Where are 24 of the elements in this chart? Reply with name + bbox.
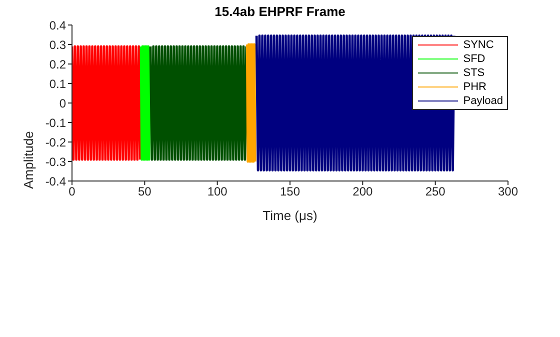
y-tick-label: 0 [59, 96, 66, 110]
x-tick-label: 150 [280, 184, 300, 199]
x-tick-label: 200 [352, 184, 373, 199]
y-axis-title: Amplitude [21, 131, 36, 189]
y-tick-label: 0.4 [49, 18, 66, 32]
x-axis-title: Time (μs) [262, 208, 318, 223]
legend-label: SYNC [463, 38, 494, 52]
chart-title: 15.4ab EHPRF Frame [214, 4, 346, 19]
x-tick-label: 300 [498, 184, 518, 199]
x-tick-label: 50 [138, 184, 152, 199]
legend-label: SFD [463, 52, 486, 66]
x-tick-label: 250 [425, 184, 446, 199]
y-tick-label: 0.3 [49, 38, 66, 52]
y-tick-label: 0.1 [49, 76, 66, 91]
legend-label: Payload [463, 94, 503, 108]
x-tick-label: 0 [68, 184, 76, 199]
y-tick-label: -0.4 [45, 174, 66, 188]
legend-label: PHR [463, 80, 486, 94]
y-tick-label: 0.2 [49, 57, 66, 72]
x-tick-label: 100 [207, 184, 228, 199]
y-tick-label: -0.1 [45, 116, 66, 130]
y-tick-label: -0.2 [45, 135, 66, 150]
y-tick-label: -0.3 [45, 154, 66, 169]
legend-label: STS [463, 66, 485, 80]
